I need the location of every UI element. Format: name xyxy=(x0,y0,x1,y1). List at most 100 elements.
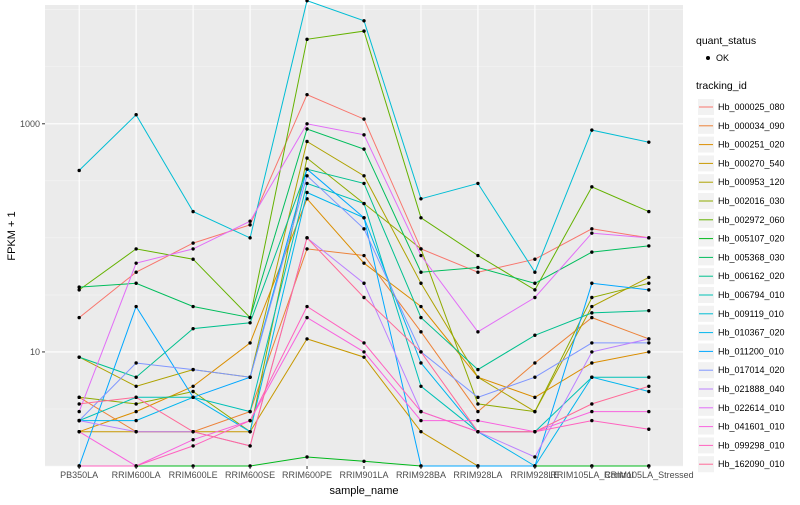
data-point xyxy=(248,321,252,325)
legend-tracking-title: tracking_id xyxy=(696,80,747,92)
data-point xyxy=(590,295,594,300)
legend-item: Hb_010367_020 xyxy=(698,324,785,341)
data-point xyxy=(590,402,594,406)
legend-label: Hb_021888_040 xyxy=(718,384,785,394)
legend-label: Hb_010367_020 xyxy=(718,328,785,338)
data-point xyxy=(647,281,651,285)
data-point xyxy=(134,418,138,423)
data-point xyxy=(305,455,309,459)
data-point xyxy=(533,455,537,459)
data-point xyxy=(419,418,423,423)
data-point xyxy=(533,375,537,379)
legend-quant-label: OK xyxy=(716,53,729,63)
legend-label: Hb_005368_030 xyxy=(718,252,785,262)
data-point xyxy=(305,174,309,178)
x-tick-label: RRIM600LE xyxy=(169,470,218,480)
legend-quant-title: quant_status xyxy=(696,35,756,47)
x-tick-label: RRIM600PE xyxy=(282,470,332,480)
data-point xyxy=(362,147,366,151)
data-point xyxy=(647,236,651,240)
data-point xyxy=(134,361,138,365)
data-point xyxy=(647,209,651,214)
data-point xyxy=(362,227,366,231)
data-point xyxy=(248,444,252,448)
data-point xyxy=(419,350,423,354)
data-point xyxy=(362,261,366,265)
data-point xyxy=(476,402,480,406)
data-point xyxy=(305,181,309,186)
data-point xyxy=(362,174,366,178)
legend-item: Hb_021888_040 xyxy=(698,381,785,397)
legend-item: Hb_011200_010 xyxy=(698,343,784,360)
legend-item: Hb_017014_020 xyxy=(698,362,785,379)
data-point xyxy=(647,375,651,379)
legend-label: Hb_000025_080 xyxy=(718,102,785,112)
data-point xyxy=(191,304,195,309)
data-point xyxy=(647,244,651,248)
legend-label: Hb_006162_020 xyxy=(718,271,785,281)
data-point xyxy=(191,326,195,331)
data-point xyxy=(590,128,594,132)
legend-item: Hb_006162_020 xyxy=(698,268,785,285)
y-tick-label: 10 xyxy=(30,347,40,357)
data-point xyxy=(77,418,81,423)
x-axis-title: sample_name xyxy=(329,485,398,497)
data-point xyxy=(590,350,594,354)
data-point xyxy=(476,375,480,379)
data-point xyxy=(305,0,309,3)
legend-item: Hb_000270_540 xyxy=(698,155,785,172)
data-point xyxy=(533,429,537,434)
y-tick-label: 1000 xyxy=(20,119,40,129)
data-point xyxy=(305,92,309,97)
data-point xyxy=(305,37,309,42)
x-tick-label: RRIM105LA_Stressed xyxy=(604,470,694,480)
data-point xyxy=(77,288,81,292)
legend-label: Hb_011200_010 xyxy=(718,346,784,356)
data-point xyxy=(191,241,195,245)
data-point xyxy=(248,418,252,423)
data-point xyxy=(305,337,309,341)
data-point xyxy=(77,285,81,289)
data-point xyxy=(305,190,309,195)
series-Hb_009119_010 xyxy=(77,0,651,274)
data-point xyxy=(134,270,138,274)
data-point xyxy=(134,261,138,265)
data-point xyxy=(590,375,594,379)
data-point xyxy=(362,201,366,206)
series-Hb_022614_010 xyxy=(77,122,651,414)
data-point xyxy=(362,281,366,285)
data-point xyxy=(590,311,594,315)
data-point xyxy=(305,167,309,171)
series-Hb_002972_060 xyxy=(77,29,651,320)
data-point xyxy=(362,350,366,354)
data-point xyxy=(305,304,309,309)
data-point xyxy=(77,395,81,400)
data-point xyxy=(248,375,252,379)
data-point xyxy=(191,395,195,400)
data-point xyxy=(647,275,651,280)
grid xyxy=(45,5,683,467)
data-point xyxy=(134,281,138,285)
data-point xyxy=(476,429,480,434)
data-point xyxy=(419,409,423,414)
x-tick-label: RRIM901LA xyxy=(339,470,388,480)
data-point xyxy=(476,418,480,423)
data-point xyxy=(191,367,195,372)
data-point xyxy=(419,197,423,201)
data-point xyxy=(419,315,423,320)
data-point xyxy=(647,384,651,388)
x-tick-label: RRIM928BA xyxy=(396,470,446,480)
x-tick-label: RRIM928LE xyxy=(510,470,559,480)
series-layer xyxy=(77,0,651,468)
legend-item: Hb_006794_010 xyxy=(698,287,785,303)
y-axis-title: FPKM + 1 xyxy=(6,211,18,260)
data-point xyxy=(476,270,480,274)
x-tick-label: RRIM928LA xyxy=(453,470,502,480)
data-point xyxy=(419,253,423,258)
data-point xyxy=(647,308,651,313)
legend-label: Hb_000953_120 xyxy=(718,177,785,187)
data-point xyxy=(77,168,81,173)
x-tick-label: RRIM600LA xyxy=(112,470,161,480)
data-point xyxy=(647,389,651,394)
